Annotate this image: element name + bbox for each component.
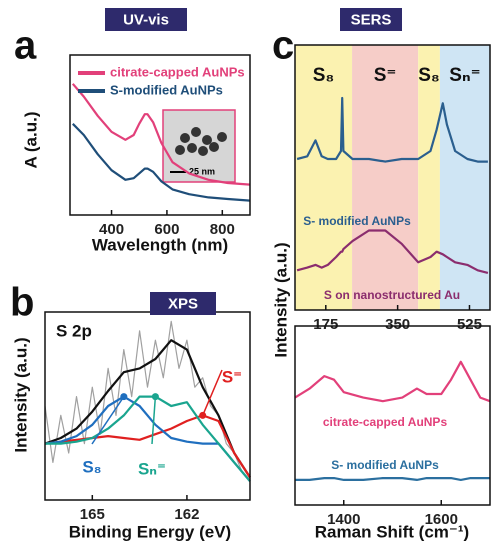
series-line [295, 478, 490, 480]
nanoparticle [180, 133, 190, 143]
chart-title: SERS [351, 11, 392, 28]
chart-title: UV-vis [123, 11, 169, 28]
x-tick-label: 175 [313, 316, 338, 333]
series-label: S- modified AuNPs [303, 214, 411, 228]
nanoparticle [175, 145, 185, 155]
series-line [45, 321, 250, 481]
region-label: S₈ [418, 65, 440, 86]
series-label: S₈ [82, 457, 101, 476]
pointer-dot [152, 393, 159, 400]
x-axis-label: Raman Shift (cm⁻¹) [315, 522, 469, 541]
chart-title: XPS [168, 295, 198, 312]
nanoparticle [198, 146, 208, 156]
x-axis-label: Wavelength (nm) [92, 235, 228, 254]
figure: 40060080025 nmcitrate-capped AuNPsS-modi… [0, 0, 504, 547]
legend-label: citrate-capped AuNPs [110, 64, 245, 79]
region-label: S⁼ [374, 65, 397, 86]
x-tick-label: 350 [385, 316, 410, 333]
nanoparticle [217, 132, 227, 142]
region-label: Sₙ⁼ [449, 65, 480, 86]
annotation: S 2p [56, 321, 92, 340]
x-tick-label: 162 [174, 506, 199, 523]
legend-label: S-modified AuNPs [110, 82, 223, 97]
region-label: S₈ [313, 65, 335, 86]
series-line [45, 340, 250, 477]
pointer-dot [120, 393, 127, 400]
series-label: S⁼ [222, 367, 242, 386]
series-label: S on nanostructured Au [324, 288, 460, 302]
series-label: S- modified AuNPs [331, 458, 439, 472]
panel-letter: a [14, 24, 37, 68]
x-tick-label: 165 [80, 506, 105, 523]
nanoparticle [209, 142, 219, 152]
x-tick-label: 525 [457, 316, 482, 333]
panel-letter: b [10, 281, 34, 325]
series-label: Sₙ⁼ [138, 459, 166, 478]
inset: 25 nm [163, 110, 235, 182]
x-axis-label: Binding Energy (eV) [69, 522, 231, 541]
y-axis-label: A (a.u.) [21, 112, 40, 169]
nanoparticle [187, 143, 197, 153]
panel-letter: c [272, 24, 294, 68]
pointer-dot [199, 412, 206, 419]
series-line [295, 362, 490, 401]
nanoparticle [191, 127, 201, 137]
y-axis-label: Intensity (a.u.) [271, 242, 290, 357]
series-label: citrate-capped AuNPs [323, 415, 448, 429]
y-axis-label: Intensity (a.u.) [11, 337, 30, 452]
